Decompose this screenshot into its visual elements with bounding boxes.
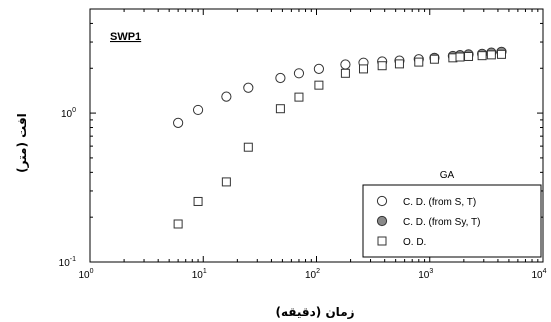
data-point-series-3 bbox=[414, 57, 424, 67]
data-point-series-3 bbox=[377, 61, 387, 71]
y-tick-label: 100 bbox=[61, 107, 76, 120]
y-axis-label: افت (متر) bbox=[15, 113, 29, 173]
x-tick-label: 101 bbox=[192, 268, 207, 281]
data-point-series-3 bbox=[429, 54, 439, 64]
legend-marker-3 bbox=[377, 236, 387, 246]
data-point-series-1 bbox=[192, 104, 204, 116]
x-tick-label: 100 bbox=[78, 268, 93, 281]
legend-title: GA bbox=[440, 170, 455, 181]
legend-box bbox=[362, 184, 542, 258]
data-point-series-3 bbox=[464, 51, 474, 61]
data-point-series-1 bbox=[173, 117, 184, 128]
data-point-series-3 bbox=[294, 92, 304, 102]
x-tick-label: 103 bbox=[418, 268, 433, 281]
data-point-series-3 bbox=[193, 196, 203, 206]
data-point-series-3 bbox=[477, 51, 487, 61]
legend-label-3: O. D. bbox=[403, 237, 426, 248]
data-point-series-1 bbox=[340, 59, 351, 70]
data-point-series-3 bbox=[358, 64, 368, 74]
legend-marker-2 bbox=[376, 215, 388, 227]
legend-label-2: C. D. (from Sy, T) bbox=[403, 217, 480, 228]
chart-title: SWP1 bbox=[110, 31, 141, 43]
legend-label-1: C. D. (from S, T) bbox=[403, 197, 476, 208]
x-tick-label: 102 bbox=[305, 268, 320, 281]
x-tick-label: 104 bbox=[531, 268, 546, 281]
data-point-series-3 bbox=[243, 142, 253, 152]
data-point-series-1 bbox=[243, 82, 254, 93]
data-point-series-3 bbox=[496, 49, 506, 59]
data-point-series-1 bbox=[293, 68, 305, 79]
data-point-series-3 bbox=[486, 50, 496, 60]
data-point-series-3 bbox=[394, 59, 404, 69]
data-point-series-3 bbox=[455, 52, 465, 62]
data-point-series-3 bbox=[173, 219, 183, 229]
data-point-series-1 bbox=[221, 91, 232, 102]
y-tick-label: 10-1 bbox=[59, 256, 76, 269]
data-point-series-1 bbox=[275, 72, 286, 84]
data-point-series-3 bbox=[221, 177, 231, 187]
data-point-series-1 bbox=[313, 63, 324, 75]
data-point-series-3 bbox=[340, 68, 350, 78]
x-axis-label: زمان (دقیقه) bbox=[275, 305, 354, 319]
data-point-series-3 bbox=[275, 104, 285, 114]
legend-marker-1 bbox=[376, 195, 388, 207]
data-point-series-3 bbox=[314, 80, 324, 90]
